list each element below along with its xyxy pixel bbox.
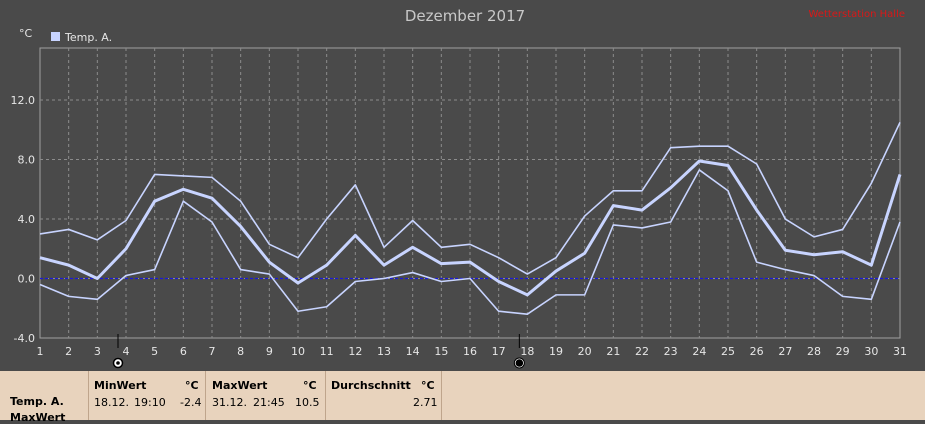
moon-icon-disc — [515, 359, 524, 367]
sun-moon-markers — [112, 334, 525, 369]
y-tick-label: 0.0 — [18, 273, 36, 286]
x-tick-label: 7 — [209, 345, 216, 358]
x-tick-label: 9 — [266, 345, 273, 358]
x-tick-label: 2 — [65, 345, 72, 358]
legend-swatch — [51, 32, 60, 41]
x-tick-label: 19 — [549, 345, 563, 358]
min-label: MinWert — [94, 379, 147, 392]
max-value-cell: MaxWert °C 31.12. 21:45 10.5 — [205, 371, 325, 420]
min-value: -2.4 — [180, 396, 202, 409]
max-value: 10.5 — [295, 396, 320, 409]
x-tick-label: 14 — [406, 345, 420, 358]
y-axis-unit: °C — [19, 27, 33, 40]
min-unit: °C — [185, 379, 199, 392]
min-time: 19:10 — [134, 396, 166, 409]
x-tick-label: 6 — [180, 345, 187, 358]
x-tick-label: 25 — [721, 345, 735, 358]
x-tick-label: 18 — [520, 345, 534, 358]
x-tick-label: 13 — [377, 345, 391, 358]
series-line-min — [39, 169, 901, 316]
x-tick-label: 10 — [291, 345, 305, 358]
x-tick-label: 8 — [237, 345, 244, 358]
x-tick-label: 23 — [664, 345, 678, 358]
x-tick-label: 17 — [492, 345, 506, 358]
sun-icon-center — [116, 361, 120, 365]
grid — [40, 48, 900, 338]
y-tick-label: 8.0 — [18, 154, 36, 167]
x-tick-label: 12 — [348, 345, 362, 358]
x-tick-label: 16 — [463, 345, 477, 358]
chart-title: Dezember 2017 — [405, 7, 525, 25]
x-tick-label: 29 — [836, 345, 850, 358]
x-tick-label: 1 — [37, 345, 44, 358]
max-label: MaxWert — [212, 379, 268, 392]
x-tick-label: 22 — [635, 345, 649, 358]
avg-value: 2.71 — [413, 396, 438, 409]
x-tick-label: 15 — [434, 345, 448, 358]
x-tick-label: 28 — [807, 345, 821, 358]
watermark: Wetterstation Halle — [808, 9, 905, 20]
legend-label: Temp. A. — [64, 31, 112, 44]
x-tick-label: 31 — [893, 345, 907, 358]
y-tick-label: 4.0 — [18, 213, 36, 226]
y-tick-label: 12.0 — [11, 94, 36, 107]
x-tick-label: 4 — [123, 345, 130, 358]
axis-ticks: 1 2 3 4 5 6 7 8 9 10 11 12 13 14 15 16 17 18 19 20 21 22 23 24 2… — [11, 94, 908, 358]
x-tick-label: 3 — [94, 345, 101, 358]
footer-divider — [441, 371, 442, 420]
statistics-footer: Temp. A. MaxWert MinWert °C 18.12. 19:10… — [0, 371, 925, 424]
footer-divider — [88, 371, 89, 420]
series-group — [39, 122, 902, 316]
x-tick-label: 30 — [864, 345, 878, 358]
temperature-chart: 1 2 3 4 5 6 7 8 9 10 11 12 13 14 15 16 17 18 19 20 21 22 23 24 2… — [10, 7, 908, 369]
max-date: 31.12. — [212, 396, 247, 409]
min-value-cell: MinWert °C 18.12. 19:10 -2.4 — [88, 371, 205, 420]
x-tick-label: 5 — [151, 345, 158, 358]
footer-divider — [325, 371, 326, 420]
x-tick-label: 26 — [750, 345, 764, 358]
footer-row-label-temp: Temp. A. — [10, 395, 64, 408]
x-tick-label: 24 — [692, 345, 706, 358]
avg-label: Durchschnitt — [331, 379, 411, 392]
series-line-mean — [39, 159, 902, 297]
x-tick-label: 27 — [778, 345, 792, 358]
max-time: 21:45 — [253, 396, 285, 409]
x-tick-label: 21 — [606, 345, 620, 358]
footer-divider — [205, 371, 206, 420]
min-date: 18.12. — [94, 396, 129, 409]
avg-value-cell: Durchschnitt °C 2.71 — [325, 371, 441, 420]
y-tick-label: -4.0 — [14, 332, 35, 345]
max-unit: °C — [303, 379, 317, 392]
footer-row-label-max: MaxWert — [10, 411, 66, 424]
x-tick-label: 20 — [578, 345, 592, 358]
avg-unit: °C — [421, 379, 435, 392]
series-line-max — [39, 122, 901, 275]
x-tick-label: 11 — [320, 345, 334, 358]
